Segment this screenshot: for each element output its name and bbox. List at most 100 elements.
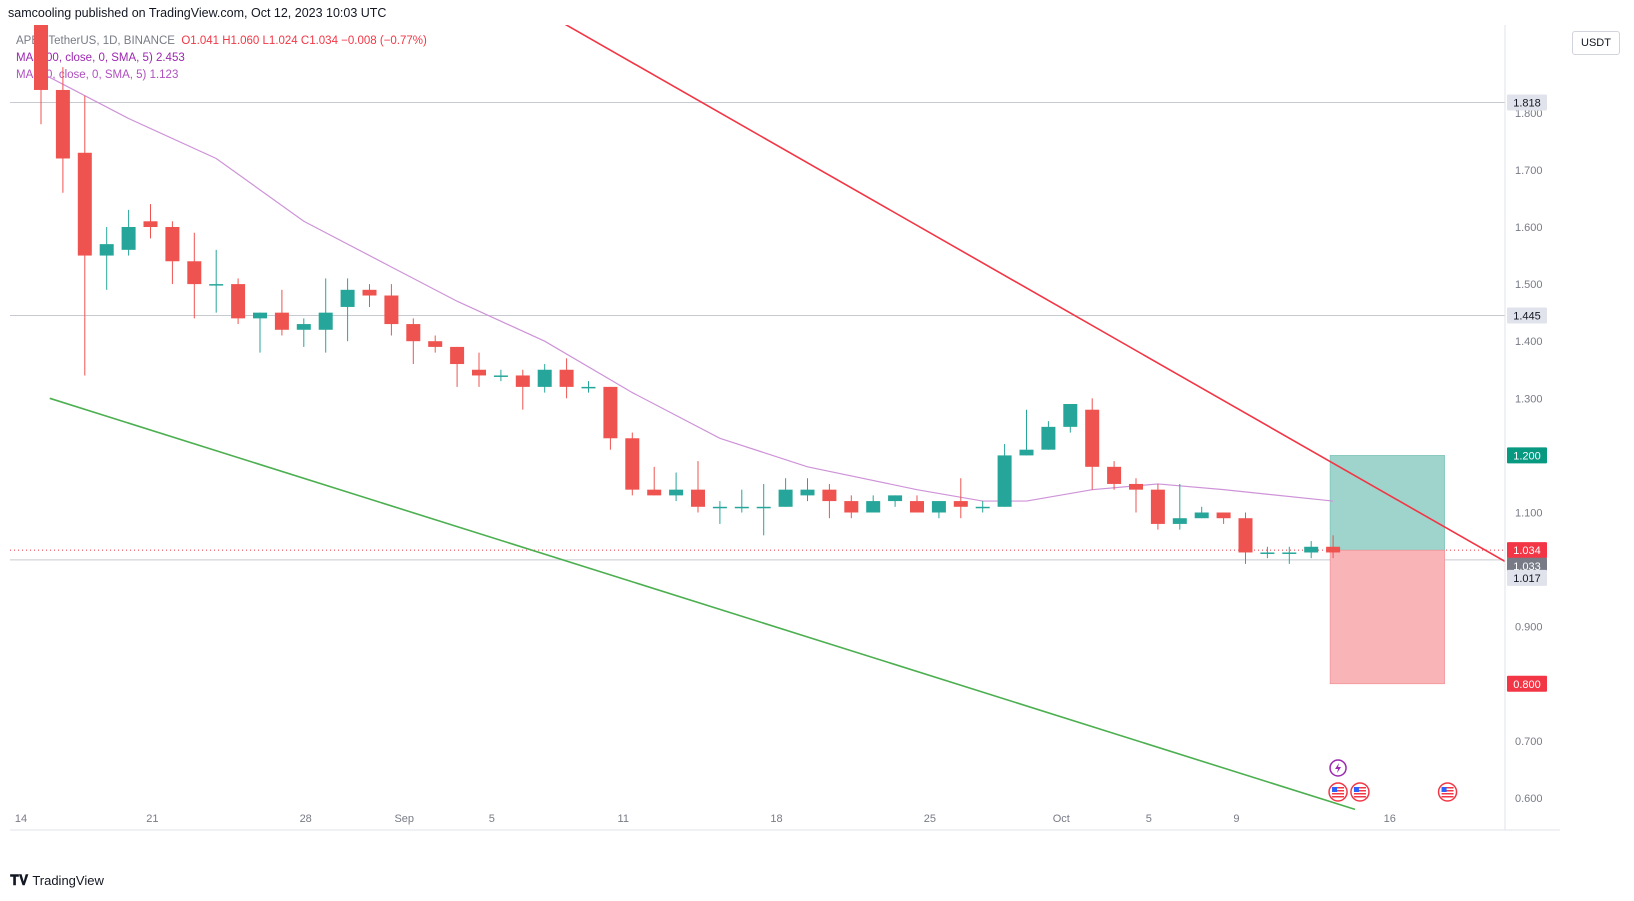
x-tick-label: 9 xyxy=(1233,813,1239,825)
candle xyxy=(1019,409,1034,456)
us-flag-canton xyxy=(1332,787,1338,792)
candle-body xyxy=(581,386,596,389)
price-label-text: 1.034 xyxy=(1513,545,1541,557)
legend-ma20[interactable]: MA (20, close, 0, SMA, 5) 1.123 xyxy=(16,69,179,81)
price-label-text: 1.033 xyxy=(1513,561,1541,573)
target-zone xyxy=(1329,455,1445,551)
candle-body xyxy=(1238,518,1253,553)
price-label-bg xyxy=(1507,557,1547,574)
candle-body xyxy=(1063,404,1078,427)
us-flag-canton xyxy=(1441,787,1447,792)
candle-body xyxy=(318,312,333,330)
us-flag-icon[interactable] xyxy=(1437,782,1458,802)
candle xyxy=(318,278,333,353)
candle xyxy=(1150,483,1165,530)
candle-body xyxy=(931,501,946,513)
price-label-text: 1.017 xyxy=(1513,573,1541,585)
candle xyxy=(647,466,662,496)
us-flag-stripe xyxy=(1332,787,1345,789)
candle-body xyxy=(209,284,224,286)
us-flag-stripe xyxy=(1441,796,1454,798)
currency-unit-button[interactable]: USDT xyxy=(1572,31,1620,55)
lightning-icon[interactable] xyxy=(1329,759,1347,777)
candle xyxy=(55,67,70,193)
candle-body xyxy=(340,289,355,307)
candle-body xyxy=(778,489,793,507)
y-tick-label: 0.700 xyxy=(1515,736,1543,748)
candle-body xyxy=(1194,512,1209,519)
us-flag-ring xyxy=(1328,782,1348,802)
y-tick-label: 1.100 xyxy=(1515,508,1543,520)
us-flag-icon[interactable] xyxy=(1350,782,1370,802)
candle xyxy=(844,495,859,519)
candle xyxy=(231,278,246,325)
candle xyxy=(493,369,508,382)
us-flag-icon[interactable] xyxy=(1328,782,1348,802)
candle-body xyxy=(537,369,552,387)
price-label-bg xyxy=(1507,542,1547,559)
us-flag-ring xyxy=(1437,782,1458,802)
y-tick-label: 1.400 xyxy=(1515,336,1543,348)
candle-body xyxy=(800,489,815,496)
candle-body xyxy=(1304,546,1319,553)
candle xyxy=(1063,404,1078,433)
candle xyxy=(559,358,574,399)
tradingview-logo[interactable]: 𝐓𝐕 TradingView xyxy=(10,872,104,889)
legend-ma200[interactable]: MA (200, close, 0, SMA, 5) 2.453 xyxy=(16,52,185,64)
y-tick-label: 0.900 xyxy=(1515,622,1543,634)
candle-body xyxy=(953,501,968,507)
event-markers xyxy=(1328,759,1458,802)
support-trendline xyxy=(49,397,1356,811)
price-label: 1.017 xyxy=(1507,569,1547,586)
price-label: 0.800 xyxy=(1507,675,1547,692)
candle xyxy=(515,369,530,410)
candle-body xyxy=(1150,489,1165,524)
price-label-bg xyxy=(1507,307,1547,324)
candle xyxy=(1172,483,1187,530)
candle-body xyxy=(603,386,618,439)
x-tick-label: 5 xyxy=(489,813,495,825)
us-flag-ring xyxy=(1350,782,1370,802)
y-tick-label: 1.600 xyxy=(1515,222,1543,234)
y-tick-label: 1.700 xyxy=(1515,165,1543,177)
price-label: 1.818 xyxy=(1507,94,1547,111)
candle xyxy=(910,495,924,513)
candle-body xyxy=(1216,512,1231,519)
resistance-trendline xyxy=(564,25,1505,563)
candle-body xyxy=(121,227,136,250)
legend-symbol[interactable]: APE / TetherUS, 1D, BINANCE xyxy=(16,35,175,47)
candle-body xyxy=(997,455,1012,507)
candle-body xyxy=(1085,409,1100,467)
candle xyxy=(296,318,311,347)
candle-body xyxy=(77,152,92,256)
axes: 0.600 0.700 0.800 0.900 1.100 1.200 1.300 1.400… xyxy=(10,25,1560,831)
candle xyxy=(953,478,968,519)
candle-body xyxy=(362,289,377,296)
candle-body xyxy=(143,221,158,227)
candle-body xyxy=(888,495,903,502)
candle xyxy=(77,95,92,376)
lightning-icon-bolt xyxy=(1335,763,1342,773)
candle-body xyxy=(406,324,421,342)
x-tick-label: Sep xyxy=(394,813,414,825)
price-label: 1.034 xyxy=(1507,542,1547,559)
us-flag-stripe xyxy=(1332,793,1345,795)
candle xyxy=(1304,541,1319,559)
candle xyxy=(1216,512,1231,524)
legend-ohlc: O1.041 H1.060 L1.024 C1.034 −0.008 (−0.7… xyxy=(181,35,427,47)
candle xyxy=(274,289,289,336)
us-flag-stripe xyxy=(1441,787,1454,789)
candle-body xyxy=(165,227,180,262)
us-flag-stripe xyxy=(1441,790,1454,792)
candle-body xyxy=(187,261,202,285)
candle-body xyxy=(384,295,399,325)
stop-zone xyxy=(1329,549,1445,685)
candle-body xyxy=(1326,546,1341,553)
candle xyxy=(121,209,136,256)
candle xyxy=(406,318,421,365)
price-label-text: 1.200 xyxy=(1513,450,1541,462)
candle-body xyxy=(450,346,465,365)
candle xyxy=(1041,421,1056,450)
